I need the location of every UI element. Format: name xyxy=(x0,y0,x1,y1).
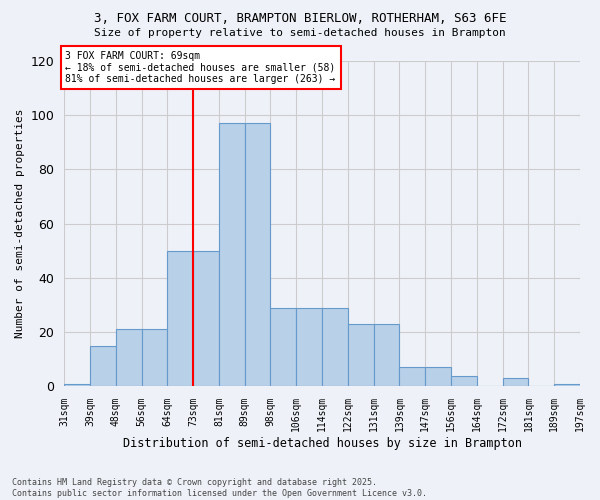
Bar xyxy=(348,324,374,386)
Bar xyxy=(503,378,529,386)
Bar xyxy=(142,330,167,386)
Bar xyxy=(425,368,451,386)
Bar xyxy=(90,346,116,387)
Text: Size of property relative to semi-detached houses in Brampton: Size of property relative to semi-detach… xyxy=(94,28,506,38)
Bar xyxy=(271,308,296,386)
Bar xyxy=(193,250,219,386)
Bar xyxy=(296,308,322,386)
Bar xyxy=(322,308,348,386)
Bar xyxy=(400,368,425,386)
Text: 3 FOX FARM COURT: 69sqm
← 18% of semi-detached houses are smaller (58)
81% of se: 3 FOX FARM COURT: 69sqm ← 18% of semi-de… xyxy=(65,51,335,84)
Text: Contains HM Land Registry data © Crown copyright and database right 2025.
Contai: Contains HM Land Registry data © Crown c… xyxy=(12,478,427,498)
Text: 3, FOX FARM COURT, BRAMPTON BIERLOW, ROTHERHAM, S63 6FE: 3, FOX FARM COURT, BRAMPTON BIERLOW, ROT… xyxy=(94,12,506,26)
Bar xyxy=(554,384,580,386)
Bar xyxy=(219,123,245,386)
X-axis label: Distribution of semi-detached houses by size in Brampton: Distribution of semi-detached houses by … xyxy=(122,437,521,450)
Bar xyxy=(167,250,193,386)
Bar xyxy=(374,324,400,386)
Bar xyxy=(64,384,90,386)
Y-axis label: Number of semi-detached properties: Number of semi-detached properties xyxy=(15,109,25,338)
Bar xyxy=(245,123,271,386)
Bar xyxy=(451,376,477,386)
Bar xyxy=(116,330,142,386)
